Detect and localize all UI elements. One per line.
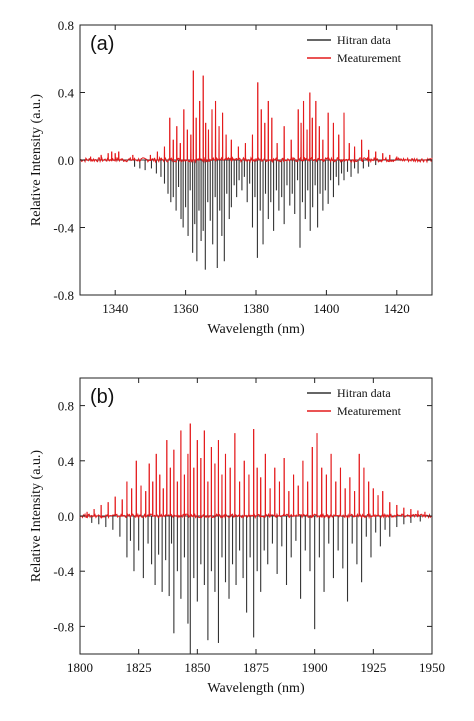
y-tick-label: 0.8 [58,18,74,33]
y-axis-ticks: 0.8 0.4 0.0 -0.4 -0.8 [53,18,432,303]
measurement-line [79,423,433,520]
x-tick-label: 1400 [313,301,339,316]
y-tick-label: 0.0 [58,509,74,524]
x-tick-label: 1850 [184,660,210,675]
x-tick-label: 1875 [243,660,269,675]
x-axis-ticks: 1800 1825 1850 1875 1900 1925 1950 [67,378,445,675]
x-tick-label: 1420 [384,301,410,316]
y-tick-label: 0.8 [58,399,74,414]
y-axis-label: Relative Intensity (a.u.) [29,450,44,583]
y-tick-label: 0.0 [58,153,74,168]
x-tick-label: 1340 [102,301,128,316]
x-tick-label: 1825 [126,660,152,675]
x-tick-label: 1380 [243,301,269,316]
y-tick-label: -0.8 [53,619,74,634]
x-axis-ticks: 1340 1360 1380 1400 1420 [102,25,410,316]
panel-label: (b) [90,386,114,408]
x-tick-label: 1950 [419,660,445,675]
legend: Hitran data Meaturement [307,33,402,65]
chart-panel-b: 1800 1825 1850 1875 1900 1925 1950 0.8 0.4 0.0 -0… [29,377,445,696]
x-axis-label: Wavelength (nm) [207,322,305,337]
x-tick-label: 1925 [360,660,386,675]
y-axis-label: Relative Intensity (a.u.) [29,94,44,227]
y-tick-label: -0.4 [53,221,74,236]
legend-label-hitran: Hitran data [337,33,391,47]
measurement-series [79,423,433,520]
y-tick-label: -0.4 [53,564,74,579]
chart-panel-a: 1340 1360 1380 1400 1420 0.8 0.4 0.0 -0.4 -0.8 (… [29,18,433,337]
legend-label-measurement: Meaturement [337,51,402,65]
y-tick-label: -0.8 [53,288,74,303]
x-tick-label: 1360 [173,301,199,316]
legend-label-measurement: Meaturement [337,404,402,418]
x-tick-label: 1900 [302,660,328,675]
measurement-line [79,70,433,164]
y-tick-label: 0.4 [58,86,75,101]
legend: Hitran data Meaturement [307,386,402,418]
y-axis-ticks: 0.8 0.4 0.0 -0.4 -0.8 [53,399,432,634]
hitran-series [91,516,421,654]
x-tick-label: 1800 [67,660,93,675]
y-tick-label: 0.4 [58,454,75,469]
panel-label: (a) [90,33,114,55]
measurement-series [79,70,433,164]
x-axis-label: Wavelength (nm) [207,681,305,696]
legend-label-hitran: Hitran data [337,386,391,400]
hitran-series [134,160,377,270]
